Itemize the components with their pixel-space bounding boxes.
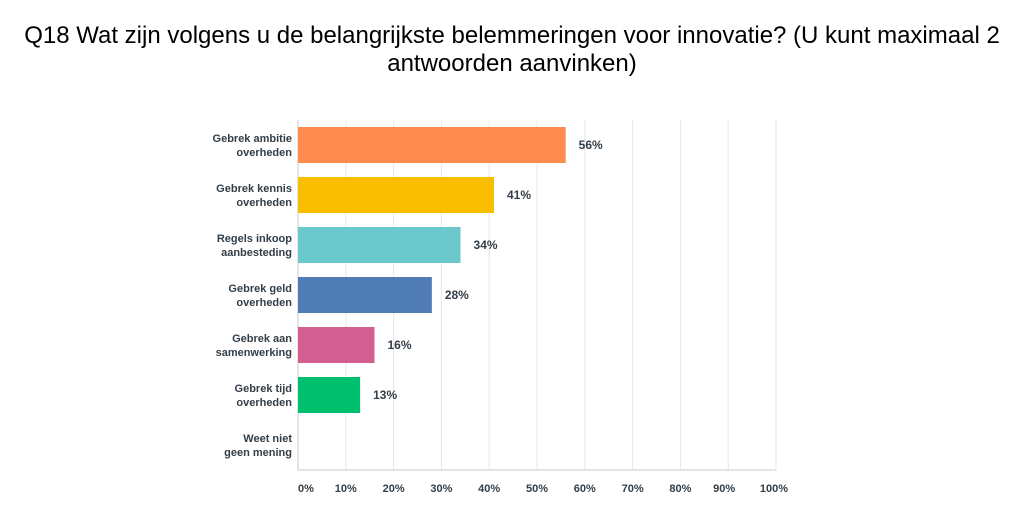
data-label: 56% bbox=[579, 138, 603, 152]
x-tick-label: 70% bbox=[622, 483, 644, 495]
bar bbox=[298, 327, 375, 363]
x-tick-label: 40% bbox=[478, 483, 500, 495]
x-tick-label: 60% bbox=[574, 483, 596, 495]
category-label: Gebrek kennis overheden bbox=[216, 183, 292, 209]
data-label: 28% bbox=[445, 288, 469, 302]
x-tick-label: 0% bbox=[298, 483, 314, 495]
bar bbox=[298, 227, 461, 263]
bar bbox=[298, 127, 566, 163]
data-label: 34% bbox=[474, 238, 498, 252]
x-tick-label: 100% bbox=[760, 483, 788, 495]
data-label: 41% bbox=[507, 188, 531, 202]
category-label: Regels inkoop aanbesteding bbox=[217, 233, 292, 259]
x-tick-label: 20% bbox=[383, 483, 405, 495]
data-label: 16% bbox=[387, 338, 411, 352]
bar bbox=[298, 377, 361, 413]
x-tick-label: 30% bbox=[430, 483, 452, 495]
bar bbox=[298, 177, 494, 213]
chart-title: Q18 Wat zijn volgens u de belangrijkste … bbox=[24, 22, 1000, 77]
category-label: Weet niet geen mening bbox=[224, 433, 292, 459]
category-label: Gebrek ambitie overheden bbox=[213, 133, 293, 159]
category-label: Gebrek tijd overheden bbox=[235, 383, 293, 409]
x-tick-label: 10% bbox=[335, 483, 357, 495]
x-tick-label: 50% bbox=[526, 483, 548, 495]
category-label: Gebrek aan samenwerking bbox=[216, 333, 293, 359]
x-tick-label: 80% bbox=[669, 483, 691, 495]
bar bbox=[298, 277, 432, 313]
x-tick-label: 90% bbox=[713, 483, 735, 495]
category-label: Gebrek geld overheden bbox=[228, 283, 292, 309]
data-label: 13% bbox=[373, 388, 397, 402]
